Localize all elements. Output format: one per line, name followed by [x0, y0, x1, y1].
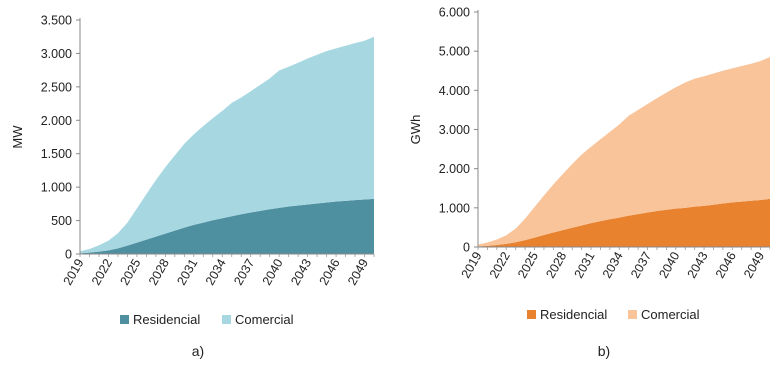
y-tick-label: 5.000 — [439, 45, 470, 59]
panel-label: b) — [598, 343, 610, 359]
y-tick-label: 4.000 — [439, 84, 470, 98]
x-tick-label: 2037 — [231, 256, 257, 287]
x-tick-label: 2037 — [628, 249, 654, 280]
y-tick-label: 1.500 — [41, 147, 72, 161]
panel-label: a) — [192, 343, 204, 359]
x-tick-label: 2034 — [203, 256, 229, 287]
legend-swatch-residencial — [120, 315, 129, 324]
x-tick-label: 2034 — [600, 249, 626, 280]
legend-swatch-comercial — [222, 315, 231, 324]
y-axis-label: MW — [10, 125, 25, 149]
x-tick-label: 2043 — [685, 249, 711, 280]
area-series-comercial — [80, 36, 374, 254]
legend-swatch-comercial — [628, 310, 637, 319]
area-series-residencial — [80, 198, 374, 254]
x-tick-label: 2049 — [741, 249, 767, 280]
x-tick-label: 2043 — [288, 256, 314, 287]
legend-label: Residencial — [540, 307, 607, 322]
x-tick-label: 2046 — [317, 256, 343, 287]
area-series-comercial — [478, 57, 770, 247]
legend-swatch-residencial — [527, 310, 536, 319]
y-tick-label: 6.000 — [439, 6, 470, 20]
y-tick-label: 500 — [51, 214, 72, 228]
y-tick-label: 2.000 — [41, 114, 72, 128]
area-series-residencial — [478, 198, 770, 247]
x-tick-label: 2031 — [572, 249, 598, 280]
x-tick-label: 2040 — [656, 249, 682, 280]
legend-label: Comercial — [235, 312, 294, 327]
x-tick-label: 2022 — [487, 249, 513, 280]
y-tick-label: 2.500 — [41, 80, 72, 94]
y-tick-label: 1.000 — [439, 201, 470, 215]
x-tick-label: 2049 — [345, 256, 371, 287]
y-axis-label: GWh — [408, 115, 423, 145]
y-tick-label: 3.000 — [41, 47, 72, 61]
x-tick-label: 2028 — [146, 256, 172, 287]
legend-label: Comercial — [641, 307, 700, 322]
y-tick-label: 0 — [65, 248, 72, 262]
y-tick-label: 2.000 — [439, 162, 470, 176]
x-tick-label: 2046 — [713, 249, 739, 280]
y-tick-label: 3.000 — [439, 123, 470, 137]
y-tick-label: 1.000 — [41, 181, 72, 195]
y-tick-label: 3.500 — [41, 14, 72, 28]
y-tick-label: 0 — [463, 241, 470, 255]
legend-label: Residencial — [133, 312, 200, 327]
x-tick-label: 2022 — [89, 256, 115, 287]
x-tick-label: 2031 — [174, 256, 200, 287]
x-tick-label: 2028 — [543, 249, 569, 280]
x-tick-label: 2040 — [260, 256, 286, 287]
x-tick-label: 2025 — [515, 249, 541, 280]
x-tick-label: 2025 — [117, 256, 143, 287]
